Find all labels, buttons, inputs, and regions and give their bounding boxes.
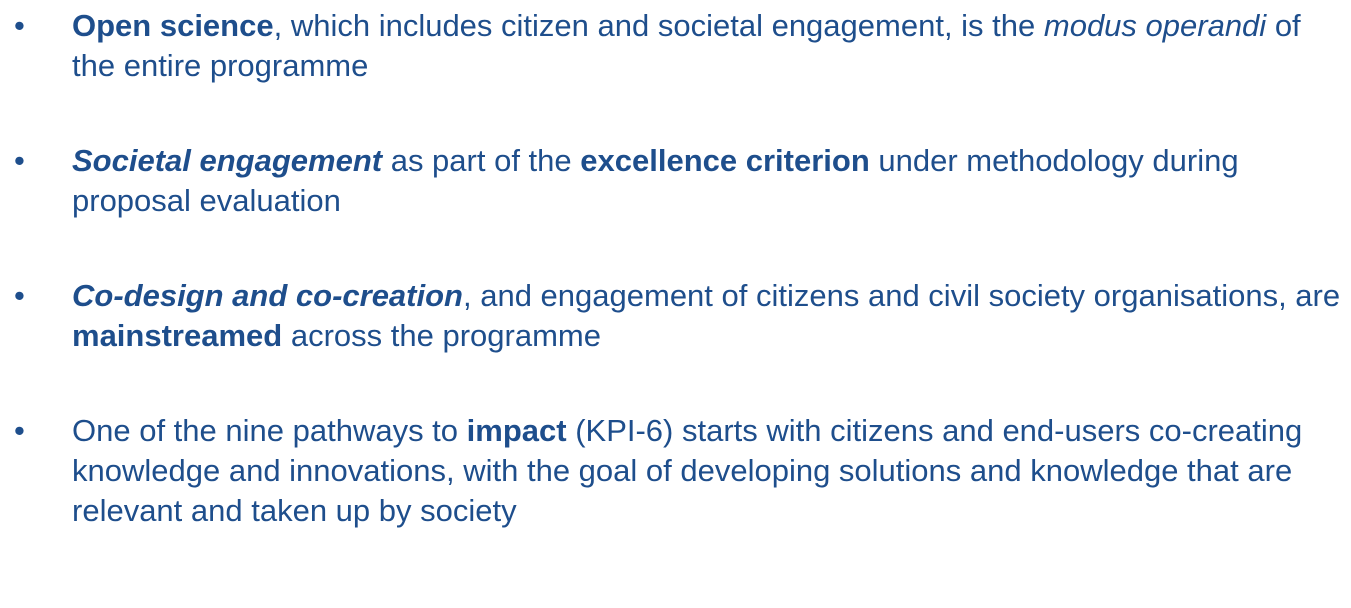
bullet-item-co-design: • Co-design and co-creation, and engagem… [0,276,1351,356]
bullet-list: • Open science, which includes citizen a… [0,6,1351,531]
bullet-text-segment: , which includes citizen and societal en… [273,8,1044,43]
bullet-text-segment: (KPI-6) starts with citizens and end-use… [72,413,1303,528]
bullet-text-segment: Societal engagement [72,143,383,178]
bullet-dot-icon: • [14,143,25,178]
bullet-item-pathways-impact: • One of the nine pathways to impact (KP… [0,411,1351,531]
bullet-dot-icon: • [14,8,25,43]
bullet-text-segment: Open science [72,8,274,43]
bullet-text-segment: One of the nine pathways to [72,413,467,448]
bullet-text-segment: across the programme [282,318,601,353]
bullet-text-segment: as part of the [382,143,581,178]
bullet-item-societal-engagement: • Societal engagement as part of the exc… [0,141,1351,221]
bullet-text-segment: Co-design and co-creation [72,278,463,313]
bullet-text-segment: , and engagement of citizens and civil s… [462,278,1341,313]
bullet-text-segment: mainstreamed [72,318,283,353]
bullet-text-segment: impact [466,413,567,448]
bullet-text-segment: excellence criterion [580,143,870,178]
bullet-dot-icon: • [14,413,25,448]
bullet-item-open-science: • Open science, which includes citizen a… [0,6,1351,86]
bullet-text-segment: under methodology during proposal evalua… [72,143,1239,218]
bullet-dot-icon: • [14,278,25,313]
bullet-text-segment: of the entire programme [72,8,1301,83]
bullet-text-segment: modus operandi [1043,8,1267,43]
